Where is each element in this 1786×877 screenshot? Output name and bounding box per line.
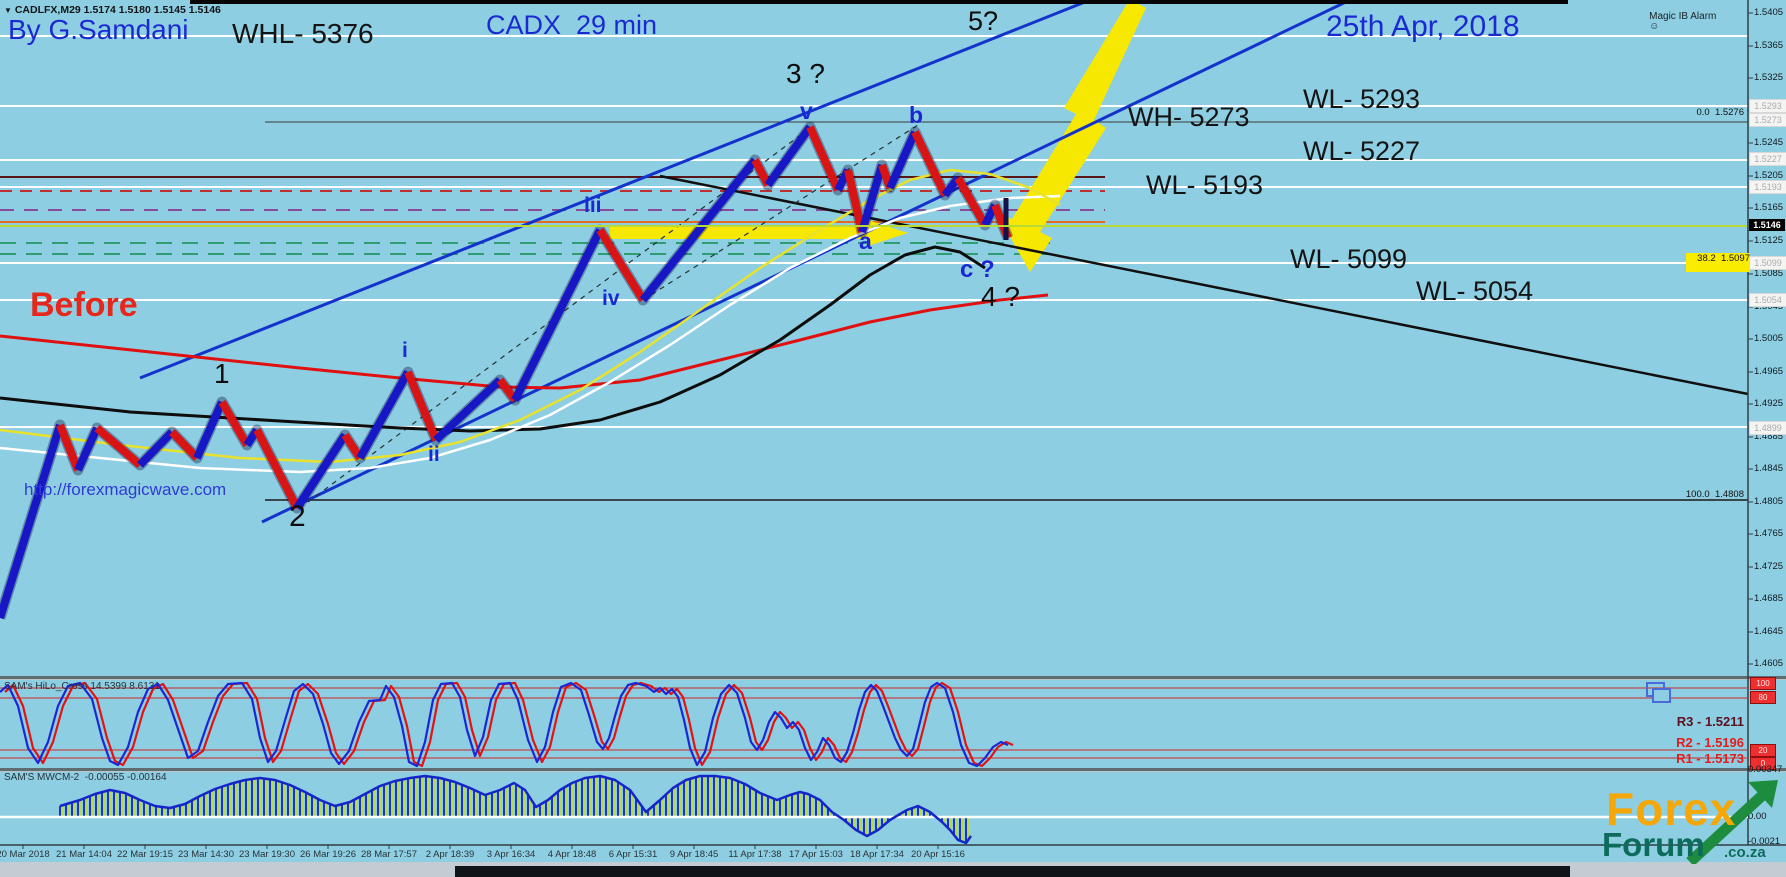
candles-segment: [806, 125, 842, 192]
candles-segment: [911, 130, 949, 197]
panel-separator: [0, 676, 1786, 680]
symbol-dropdown-icon[interactable]: ▼: [4, 6, 12, 15]
indicator2-label: SAM'S MWCM-2 -0.00055 -0.00164: [4, 772, 167, 783]
date-label: 25th Apr, 2018: [1326, 10, 1520, 43]
oscillator-blue: [0, 681, 1009, 768]
logo-text-forex: Forex: [1606, 783, 1737, 835]
dashed-guide: [642, 124, 919, 301]
forex-forum-logo: Forex Forum .co.za: [1598, 780, 1786, 867]
candles-segment: [404, 370, 440, 442]
symbol-title: CADLFX,M29 1.5174 1.5180 1.5145 1.5146: [14, 4, 221, 16]
taskbar-fragment: [455, 866, 1570, 877]
window-top-border: [190, 0, 1568, 4]
candles-segment: [218, 399, 251, 448]
candles-segment: [356, 370, 412, 460]
ma-yellow: [0, 168, 1061, 464]
yellow-band: [610, 227, 868, 239]
ma-white: [0, 194, 1061, 474]
candles-segment: [193, 400, 226, 460]
smiley-icon: ☺: [1649, 21, 1660, 32]
candles-segment: [858, 163, 886, 234]
candles-segment: [596, 227, 647, 303]
trendline: [139, 0, 1091, 380]
candles-segment: [0, 423, 64, 620]
candles-segment: [886, 130, 919, 190]
ma-black: [0, 245, 986, 433]
candles-segment: [253, 428, 301, 510]
candles-segment: [511, 228, 604, 402]
candles-segment: [74, 426, 101, 472]
before-label: Before: [30, 286, 138, 324]
whl-label: WHL- 5376: [232, 18, 374, 49]
alarm-label: Magic IB Alarm: [1649, 11, 1717, 22]
candles-segment: [94, 424, 143, 469]
author-label: By G.Samdani: [8, 14, 189, 45]
panel-separator: [0, 768, 1786, 772]
candles-segment: [169, 429, 200, 461]
candles-segment: [639, 157, 759, 303]
symbol-title-row: ▼ CADLFX,M29 1.5174 1.5180 1.5145 1.5146: [4, 4, 221, 16]
candles-segment: [467, 377, 503, 411]
ma-red: [0, 293, 1049, 390]
candles-segment: [433, 405, 473, 443]
candles-segment: [954, 176, 989, 227]
logo-text-forum: Forum: [1602, 826, 1705, 863]
oscillator-red: [4, 681, 1014, 768]
yellow-bolt-arrow: [997, 2, 1146, 272]
candles-segment: [764, 124, 814, 188]
alarm-indicator[interactable]: Magic IB Alarm ☺: [1638, 2, 1716, 42]
candles-segment: [137, 429, 175, 468]
logo-text-coza: .co.za: [1724, 844, 1766, 861]
candles-segment: [293, 432, 349, 511]
candles-segment: [341, 432, 364, 461]
indicator1-label: SAM's HiLo_Cross 14.5399 8.6131: [4, 681, 160, 692]
chart-shift-icon[interactable]: [1646, 682, 1671, 703]
candles-segment: [56, 423, 82, 472]
cadx-label: CADX 29 min: [486, 10, 658, 40]
mwcm-line: [59, 774, 973, 845]
candles-segment: [844, 169, 866, 233]
candles-segment: [751, 158, 772, 187]
watermark-label: http://forexmagicwave.com: [24, 480, 227, 499]
logo-arrow-icon: [1686, 780, 1778, 867]
trendline: [659, 174, 1749, 396]
